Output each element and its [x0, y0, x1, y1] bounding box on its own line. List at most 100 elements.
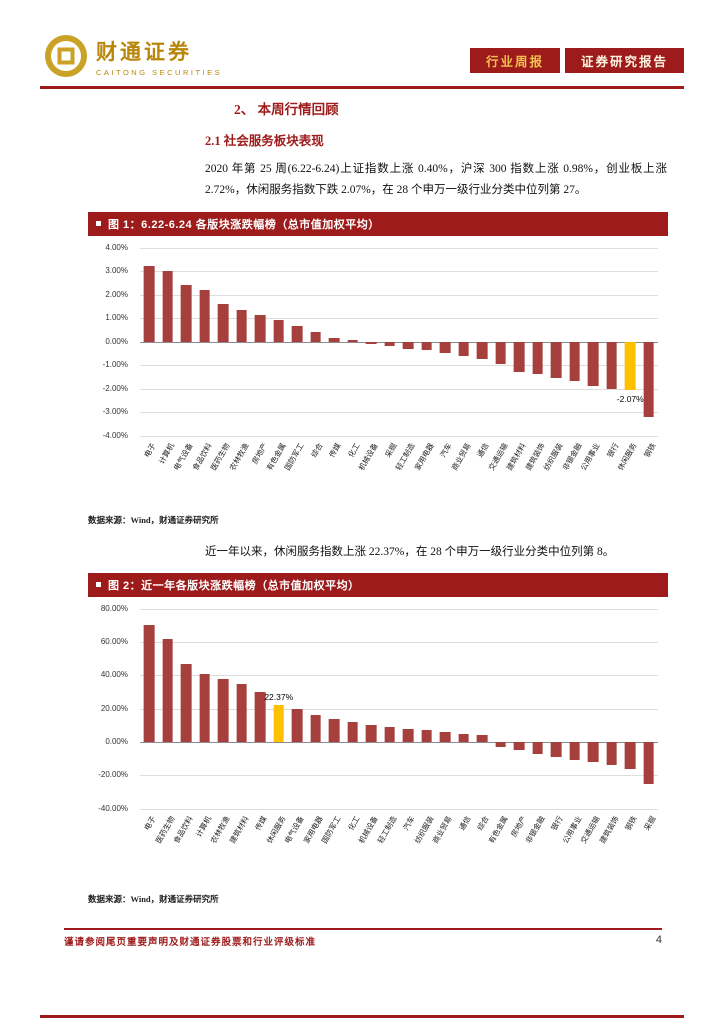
bar: [476, 735, 488, 743]
x-category-label: 电子: [142, 814, 158, 832]
bar-slot: 国防军工: [283, 248, 307, 472]
x-category-label: 采掘: [383, 441, 399, 459]
bar: [606, 341, 618, 389]
bar-slot: 电子: [140, 609, 159, 832]
x-category-label: 传媒: [253, 814, 269, 832]
bar: [365, 341, 377, 344]
bar-slot: 机械设备: [357, 248, 381, 472]
bar: [569, 742, 581, 761]
data-label-annotation: 22.37%: [264, 691, 294, 702]
bar-slot: 食品饮料: [191, 248, 215, 472]
paragraph-year-review: 近一年以来，休闲服务指数上涨 22.37%，在 28 个申万一级行业分类中位列第…: [205, 545, 615, 558]
paragraph-week-review: 2020 年第 25 周(6.22-6.24)上证指数上涨 0.40%，沪深 3…: [205, 163, 667, 197]
figure-2: 图 2：近一年各版块涨跌幅榜（总市值加权平均） 80.00% 60.00% 40.0…: [88, 572, 668, 905]
header-divider: [40, 86, 684, 89]
gridline: [140, 318, 658, 320]
figure-1-chart: 4.00% 3.00% 2.00% 1.00% 0.00% -1.00% -2.00% -3.…: [88, 236, 668, 510]
x-category-label: 综合: [475, 814, 491, 832]
x-category-label: 银行: [605, 441, 621, 459]
page-footer: 谨请参阅尾页重要声明及财通证券股票和行业评级标准 4: [64, 934, 662, 948]
bar: [402, 341, 414, 349]
bar: [569, 341, 581, 382]
bar-slot: 房地产: [509, 609, 529, 838]
bar-slot: 商业贸易: [431, 609, 455, 845]
x-category-label: 钢铁: [642, 441, 658, 459]
gridline: [140, 642, 658, 644]
bar: [236, 309, 248, 342]
gridline: [140, 675, 658, 677]
bar: [421, 730, 433, 743]
bar-slot: 银行: [603, 248, 622, 459]
title-bullet-icon: [96, 582, 101, 588]
bar-slot: 化工: [344, 609, 363, 832]
bar: [476, 341, 488, 360]
y-tick-label: -2.00%: [102, 383, 128, 393]
gridline: [140, 808, 658, 810]
bar-slot: 休闲服务: [616, 248, 640, 472]
x-category-label: 通信: [457, 814, 473, 832]
bar-slot: 化工: [344, 248, 363, 459]
gridline: [140, 412, 658, 414]
bar: [328, 338, 340, 342]
bar: [328, 718, 340, 743]
figure-1-plot: 电子 计算机 电气设备 食品饮料 医药生物 农林牧渔 房地产 有色金属 国防军工 综合 传媒 化工 机械…: [140, 247, 659, 472]
bar: [606, 742, 618, 766]
y-tick-label: -20.00%: [98, 770, 128, 780]
bar-slot: 钢铁: [640, 248, 659, 459]
figure-1-title: 图 1：6.22-6.24 各版块涨跌幅榜（总市值加权平均）: [88, 211, 668, 236]
x-category-label: 电子: [142, 441, 158, 459]
bar-slot: 有色金属: [487, 609, 511, 845]
bar: [550, 742, 562, 758]
x-category-label: 钢铁: [623, 814, 639, 832]
y-tick-label: 4.00%: [105, 242, 128, 252]
x-category-label: 综合: [309, 441, 325, 459]
figure-2-plot: 电子 医药生物 食品饮料 计算机 农林牧渔 建筑材料 传媒 休闲服务 电气设备 家用电器 国防军工化…: [140, 608, 658, 845]
x-category-label: 化工: [346, 441, 362, 459]
bar: [513, 341, 525, 373]
x-category-label: 采掘: [642, 814, 658, 832]
bar: [587, 742, 599, 763]
logo-name-cn: 财通证券: [96, 39, 192, 64]
figure-1-title-text: 图 1：6.22-6.24 各版块涨跌幅榜（总市值加权平均）: [108, 218, 380, 231]
bar-slot: 轻工制造: [394, 248, 418, 472]
zero-axis-line: [140, 341, 658, 343]
bar: [143, 266, 155, 342]
footer-divider: [64, 928, 662, 930]
figure-2-chart: 80.00% 60.00% 40.00% 20.00% 0.00% -20.00% -40.…: [88, 597, 668, 889]
gridline: [140, 271, 658, 273]
bar: [439, 732, 451, 743]
bar: [384, 727, 396, 743]
bar-slot: 医药生物: [154, 609, 178, 845]
bar-slot: 房地产: [250, 248, 270, 465]
bar-slot: 家用电器: [302, 609, 326, 845]
bar: [347, 722, 359, 743]
bar-slot: 公用事业: [579, 248, 603, 472]
bar: [643, 341, 655, 417]
zero-axis-line: [140, 742, 658, 744]
bar: [495, 341, 507, 364]
bar-slot: 非银金融: [561, 248, 585, 472]
y-tick-label: 0.00%: [105, 336, 128, 346]
bar: [180, 663, 192, 743]
bar: [532, 742, 544, 754]
bar: [273, 320, 285, 342]
bar: [365, 725, 377, 743]
y-tick-label: -4.00%: [102, 430, 128, 440]
logo-text: 财通证券 CAITONG SECURITIES: [96, 36, 222, 77]
bar: [643, 742, 655, 784]
report-type-tag: 行业周报: [469, 48, 560, 73]
y-tick-label: 60.00%: [100, 637, 128, 647]
x-category-label: 化工: [346, 814, 362, 832]
figure-2-title-text: 图 2：近一年各版块涨跌幅榜（总市值加权平均）: [108, 579, 360, 592]
gridline: [140, 294, 658, 296]
bar: [291, 326, 303, 342]
bar-slot: 建筑材料: [228, 609, 252, 845]
x-category-label: 银行: [549, 814, 565, 832]
bar: [143, 625, 155, 743]
bar: [199, 289, 211, 342]
bar: [310, 715, 322, 743]
bar-slot: 传媒: [325, 248, 344, 459]
bar: [310, 332, 322, 342]
figure-2-source: 数据来源：Wind，财通证券研究所: [88, 893, 219, 904]
x-category-label: 传媒: [327, 441, 343, 459]
